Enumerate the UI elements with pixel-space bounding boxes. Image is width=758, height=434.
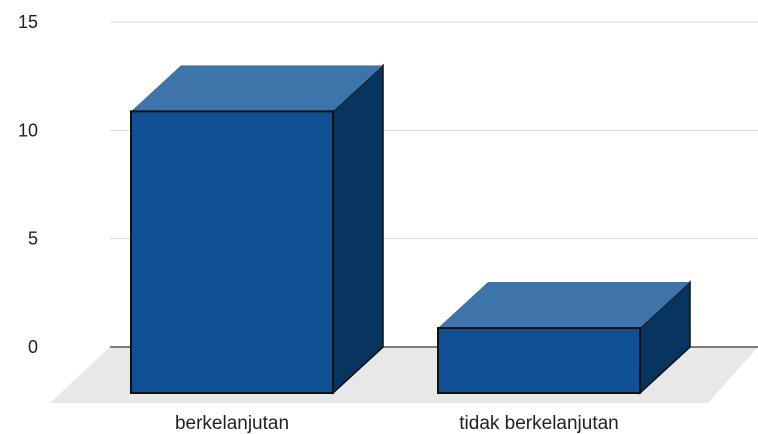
y-axis-ticks: 0 5 10 15 — [18, 12, 38, 357]
bar — [130, 63, 384, 395]
y-tick-label: 15 — [18, 12, 38, 32]
bar-top-face — [131, 65, 383, 112]
x-axis-labels: berkelanjutan tidak berkelanjutan — [175, 413, 619, 434]
x-category-label: berkelanjutan — [175, 413, 289, 434]
bars — [130, 63, 691, 395]
bar-front-face — [130, 110, 334, 394]
bar — [437, 280, 691, 395]
y-tick-label: 0 — [28, 337, 38, 357]
y-tick-label: 5 — [28, 229, 38, 249]
bar-top-face — [438, 282, 690, 328]
bar-front-face — [437, 327, 641, 394]
x-category-label: tidak berkelanjutan — [459, 413, 619, 434]
bar-side-face — [332, 63, 384, 395]
y-tick-label: 10 — [18, 120, 38, 140]
